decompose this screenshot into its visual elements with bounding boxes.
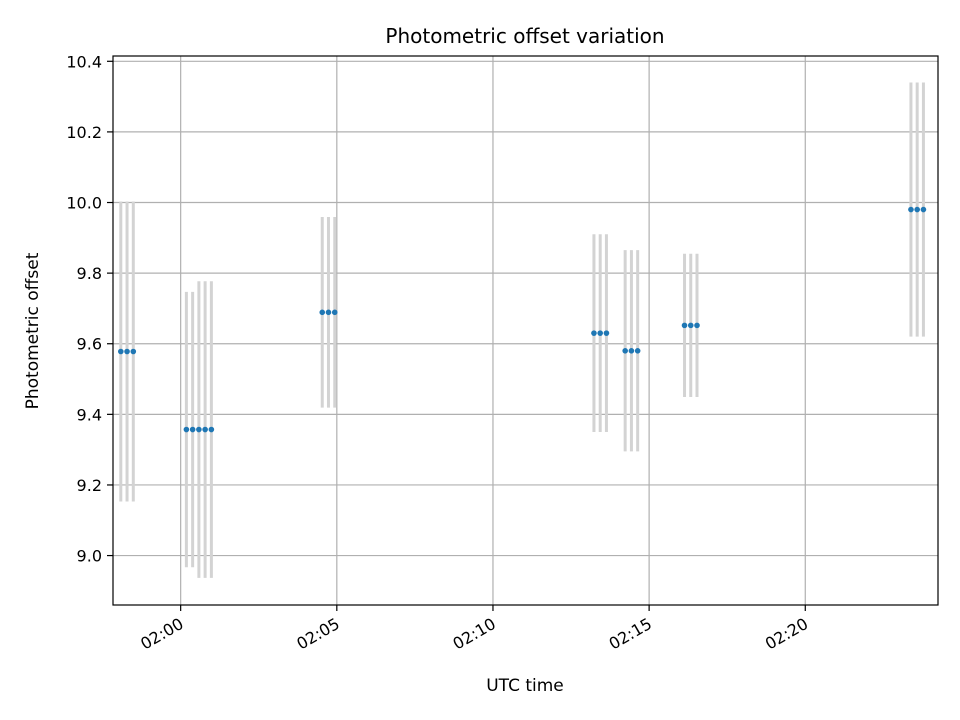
data-point	[908, 206, 914, 213]
data-point	[920, 206, 927, 213]
x-tick-label: 02:10	[450, 614, 499, 654]
data-point	[118, 348, 124, 355]
data-point	[591, 330, 597, 336]
data-point	[319, 309, 326, 316]
data-point	[634, 348, 641, 354]
data-point	[208, 426, 215, 433]
error-bars	[119, 82, 925, 578]
x-tick-label: 02:20	[762, 614, 811, 654]
y-tick-label: 10.2	[66, 123, 102, 142]
y-tick-label: 9.4	[77, 405, 102, 424]
plot-frame	[112, 55, 939, 606]
data-point	[331, 309, 338, 316]
data-point	[681, 322, 688, 329]
y-tick-label: 9.8	[77, 264, 102, 283]
data-point	[622, 348, 628, 354]
x-axis-ticks: 02:00 02:05 02:10 02:15 02:20	[137, 605, 811, 654]
data-point	[325, 309, 332, 316]
x-tick-label: 02:15	[606, 614, 655, 654]
data-point	[694, 322, 700, 329]
y-axis-label: Photometric offset	[23, 252, 43, 409]
x-tick-label: 02:05	[293, 614, 342, 654]
y-tick-label: 9.6	[77, 335, 102, 354]
y-tick-label: 10.4	[66, 52, 102, 71]
data-point	[130, 348, 137, 355]
x-axis-label: UTC time	[486, 676, 564, 696]
data-point	[202, 426, 208, 433]
data-point	[914, 206, 920, 213]
x-tick-label: 02:00	[137, 614, 186, 654]
data-point	[189, 426, 196, 433]
data-points	[118, 206, 927, 433]
y-tick-label: 9.2	[77, 476, 102, 495]
data-point	[603, 330, 610, 336]
y-tick-label: 9.0	[77, 547, 102, 566]
data-point	[124, 348, 130, 355]
data-point	[687, 322, 694, 329]
chart-title: Photometric offset variation	[385, 24, 664, 48]
y-axis-ticks: 9.0 9.2 9.4 9.6 9.8 10.0 10.2 10.4	[66, 52, 113, 566]
data-point	[628, 348, 635, 354]
data-point	[183, 426, 190, 433]
data-point	[196, 426, 202, 433]
grid-lines	[113, 56, 938, 605]
data-point	[597, 330, 603, 336]
y-tick-label: 10.0	[66, 194, 102, 213]
